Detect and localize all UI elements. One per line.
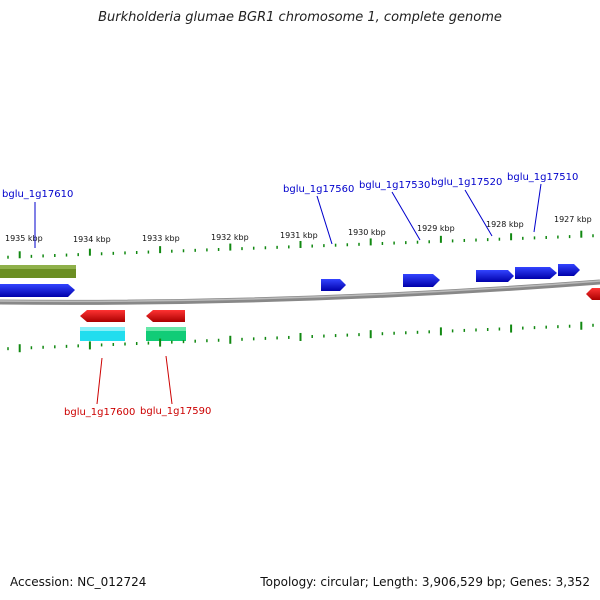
accession-text: Accession: NC_012724: [10, 575, 147, 589]
scale-label: 1931 kbp: [280, 231, 318, 240]
gene-arrow-forward[interactable]: [321, 279, 346, 291]
chromosome-backbone-highlight: [0, 280, 600, 303]
gene-label[interactable]: bglu_1g17610: [2, 189, 73, 200]
gene-label[interactable]: bglu_1g17590: [140, 406, 211, 417]
scale-label: 1930 kbp: [348, 228, 386, 237]
scale-label: 1927 kbp: [554, 215, 592, 224]
scale-label: 1934 kbp: [73, 235, 111, 244]
scale-label: 1933 kbp: [142, 234, 180, 243]
gene-arrow-reverse[interactable]: [80, 310, 125, 322]
gene-arrow-reverse[interactable]: [146, 310, 185, 322]
scale-labels: 1935 kbp 1934 kbp 1933 kbp 1932 kbp 1931 kbp…: [5, 215, 592, 244]
olive-feature[interactable]: [0, 265, 76, 278]
green-feature[interactable]: [146, 327, 186, 341]
genome-title: Burkholderia glumae BGR1 chromosome 1, c…: [98, 10, 502, 25]
gene-label[interactable]: bglu_1g17510: [507, 172, 578, 183]
gene-arrow-reverse[interactable]: [586, 288, 600, 300]
gene-label[interactable]: bglu_1g17530: [359, 180, 430, 191]
gene-label[interactable]: bglu_1g17520: [431, 177, 502, 188]
gene-label-leaders: [34, 183, 542, 405]
genome-summary-text: Topology: circular; Length: 3,906,529 bp…: [260, 575, 590, 589]
gene-label[interactable]: bglu_1g17600: [64, 407, 135, 418]
gene-arrow-forward[interactable]: [403, 274, 440, 287]
gene-label[interactable]: bglu_1g17560: [283, 184, 354, 195]
upper-scale-ticks: [7, 230, 594, 259]
gene-arrow-forward[interactable]: [476, 270, 514, 282]
scale-label: 1935 kbp: [5, 234, 43, 243]
gene-arrow-forward[interactable]: [0, 284, 75, 297]
gene-arrow-forward[interactable]: [558, 264, 580, 276]
gene-arrow-forward[interactable]: [515, 267, 557, 279]
cyan-feature[interactable]: [80, 327, 125, 341]
chromosome-backbone: [0, 279, 600, 305]
scale-label: 1928 kbp: [486, 220, 524, 229]
scale-label: 1929 kbp: [417, 224, 455, 233]
lower-scale-ticks: [7, 321, 594, 353]
scale-label: 1932 kbp: [211, 233, 249, 242]
